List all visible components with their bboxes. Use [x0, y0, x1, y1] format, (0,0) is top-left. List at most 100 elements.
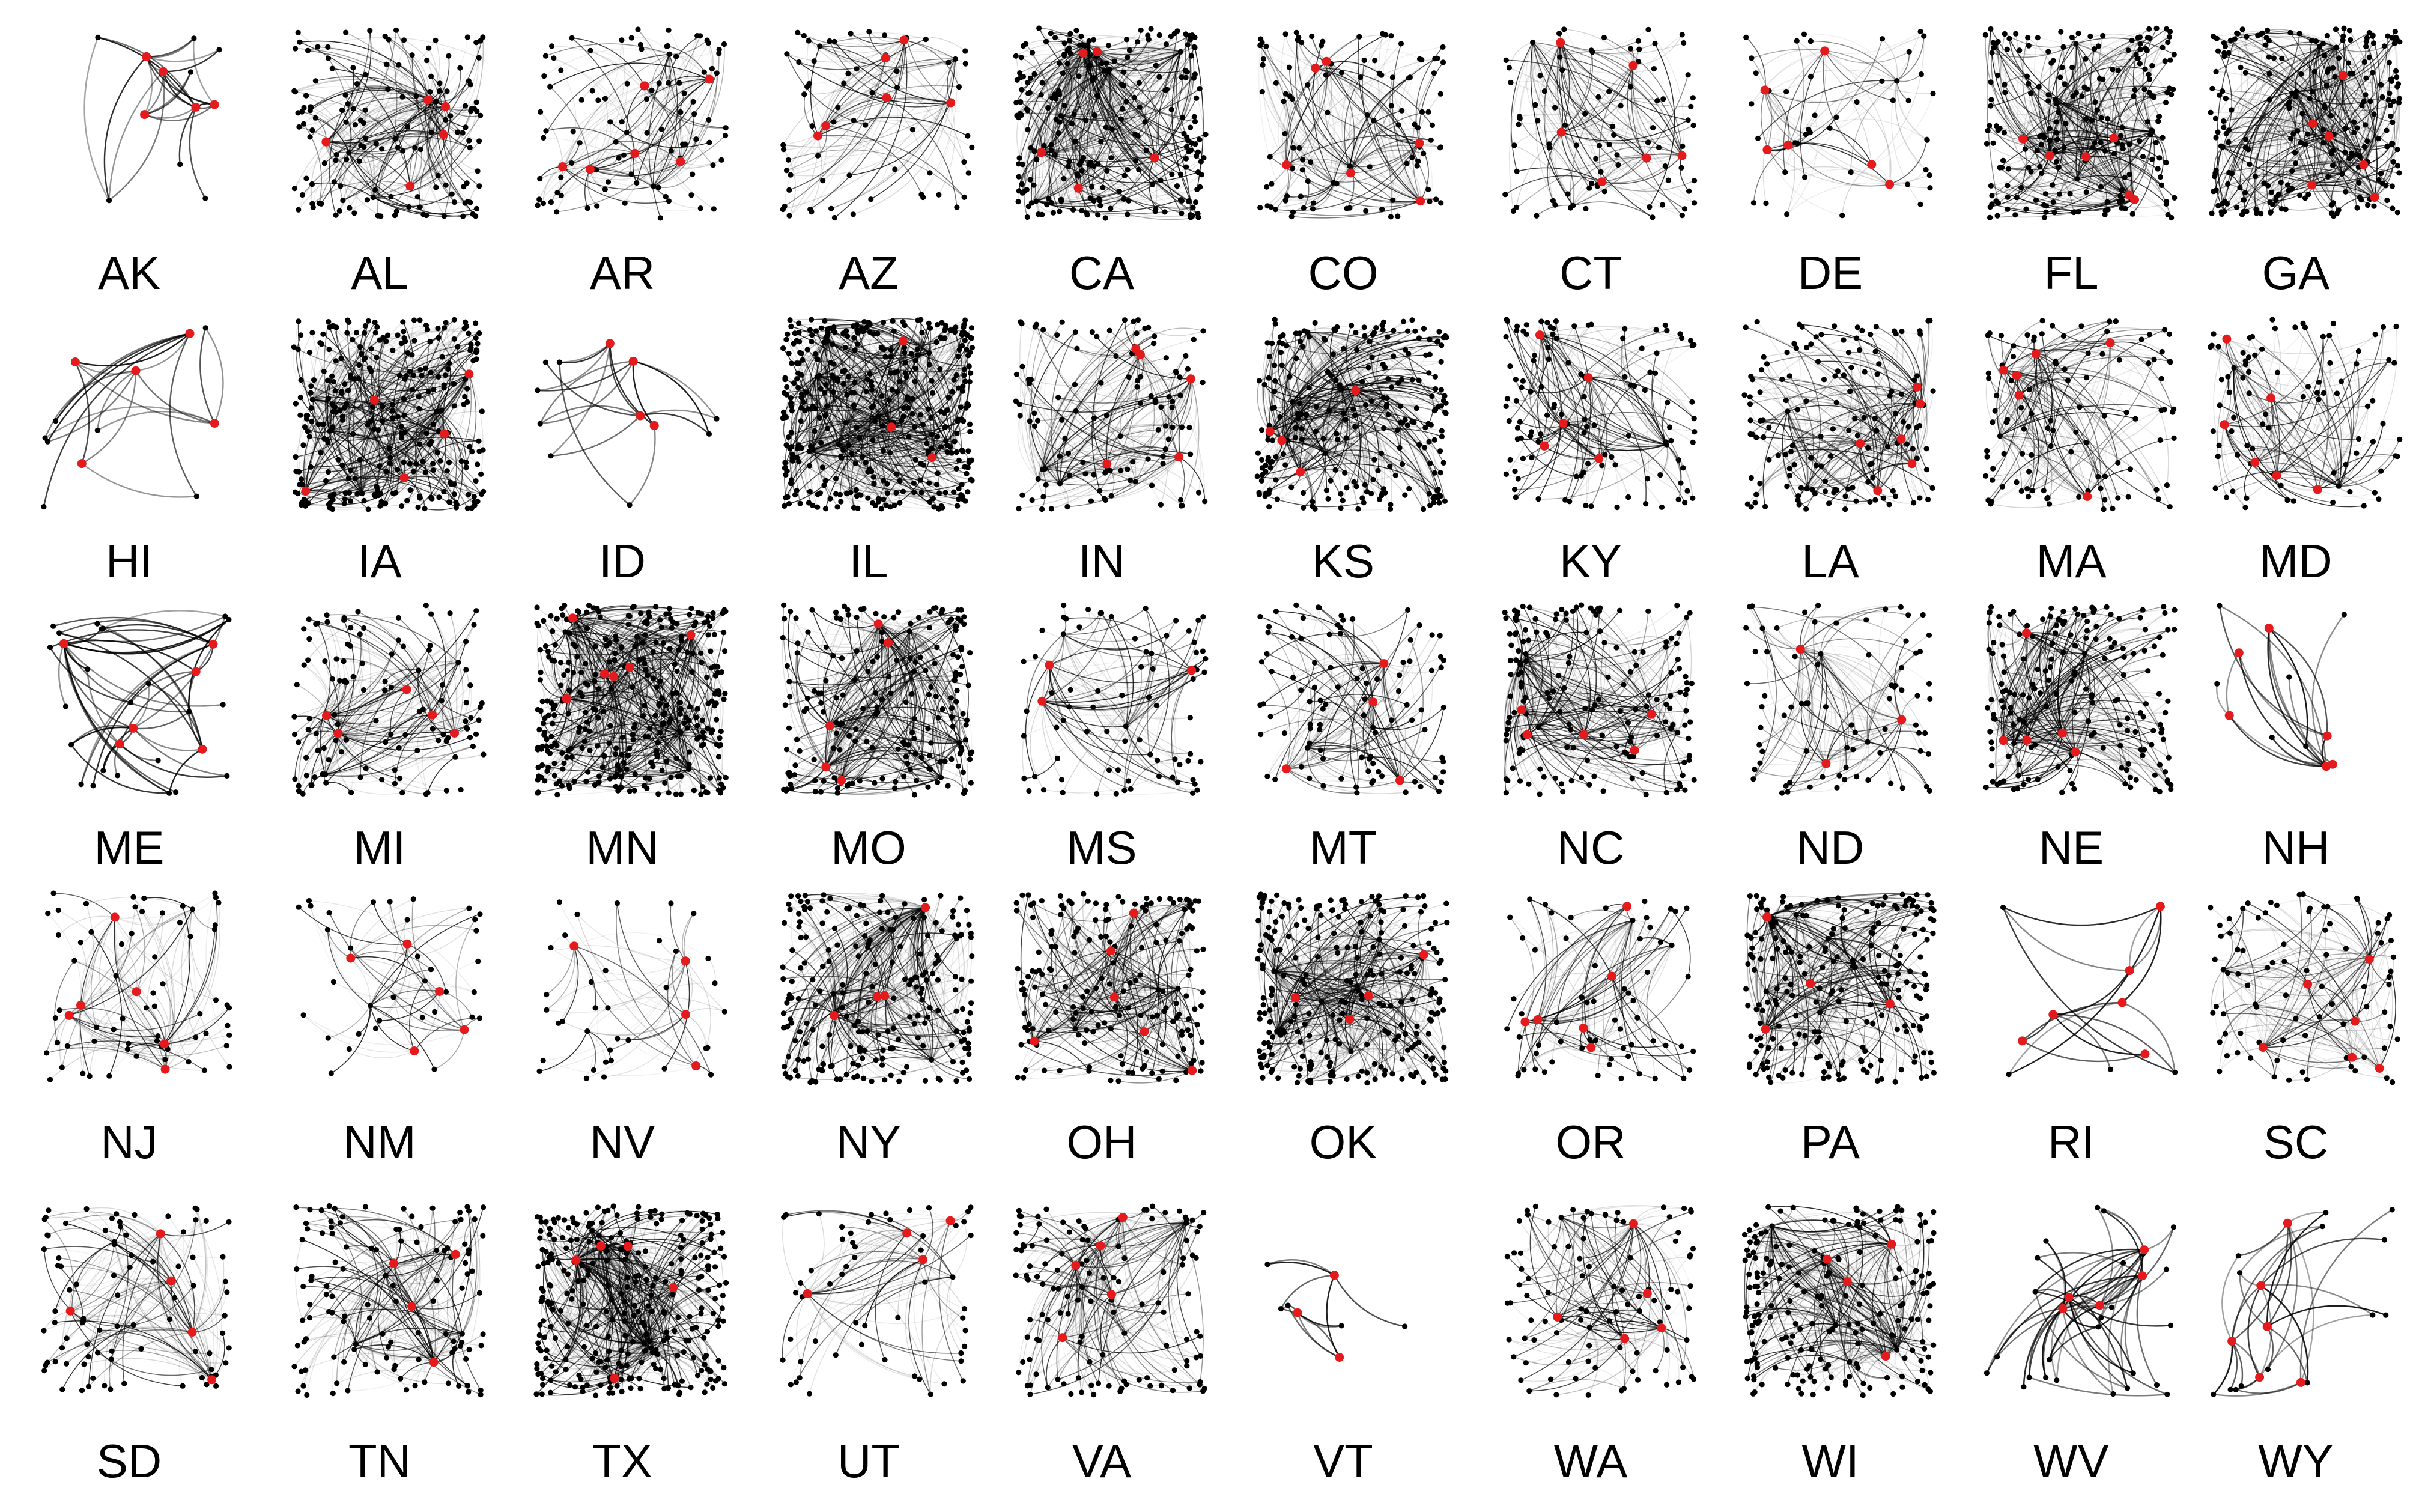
node — [2297, 192, 2303, 198]
edge — [193, 38, 216, 105]
node — [2238, 64, 2244, 70]
node — [1179, 210, 1185, 216]
node — [2242, 190, 2248, 196]
node — [442, 372, 448, 378]
highlighted-node — [185, 329, 195, 338]
node — [2284, 182, 2291, 188]
node — [682, 141, 688, 147]
node — [2359, 102, 2365, 109]
node — [961, 159, 967, 165]
node — [2137, 138, 2143, 144]
node — [2396, 96, 2403, 102]
node — [1583, 205, 1589, 211]
node — [2390, 205, 2396, 211]
node — [1440, 44, 1446, 50]
network-panel-al: AL — [291, 27, 486, 299]
node — [320, 331, 326, 337]
node — [364, 197, 371, 203]
node — [303, 413, 309, 419]
node — [811, 58, 817, 64]
node — [41, 503, 47, 510]
node — [2389, 141, 2395, 147]
node — [2163, 160, 2169, 166]
node — [1044, 202, 1050, 208]
node — [2287, 29, 2293, 36]
node — [1985, 127, 1991, 133]
node — [464, 34, 470, 40]
edge — [144, 71, 192, 115]
node — [1046, 196, 1052, 202]
node — [2129, 37, 2135, 43]
node — [1399, 108, 1405, 114]
node — [694, 33, 700, 39]
node — [2229, 171, 2235, 177]
node — [2162, 58, 2168, 64]
node — [339, 463, 345, 469]
node — [2212, 115, 2219, 121]
node — [658, 126, 664, 132]
node — [2167, 29, 2173, 35]
node — [1024, 106, 1030, 112]
node — [409, 387, 416, 393]
node — [1052, 35, 1058, 41]
node — [344, 156, 350, 162]
node — [613, 139, 619, 145]
node — [2004, 46, 2010, 52]
node — [1923, 166, 1929, 173]
node — [637, 41, 643, 48]
node — [326, 319, 332, 325]
node — [1662, 163, 1668, 169]
node — [1192, 44, 1198, 50]
node — [478, 471, 484, 478]
node — [2298, 139, 2304, 145]
node — [1091, 198, 1097, 204]
highlighted-node — [1762, 145, 1772, 154]
node — [357, 344, 363, 350]
edge — [103, 56, 147, 201]
node — [863, 122, 869, 128]
node — [396, 62, 402, 68]
node — [401, 460, 407, 466]
node — [1102, 68, 1108, 74]
edge — [312, 182, 374, 198]
node — [1079, 168, 1085, 174]
node — [2000, 157, 2006, 163]
node — [451, 381, 457, 387]
node — [413, 461, 419, 467]
node — [2092, 99, 2098, 105]
node — [333, 409, 339, 415]
node — [2356, 180, 2362, 186]
edge — [409, 106, 446, 187]
node — [1993, 123, 1999, 129]
edge — [410, 115, 451, 187]
node — [1989, 50, 1995, 56]
node — [309, 201, 315, 207]
node — [395, 332, 401, 338]
node — [2289, 168, 2295, 174]
node — [1906, 49, 1912, 55]
node — [1031, 148, 1037, 154]
edge — [651, 53, 670, 91]
node — [362, 355, 368, 361]
node — [2133, 52, 2139, 58]
node — [1437, 91, 1443, 97]
edge — [445, 106, 479, 142]
node — [1627, 46, 1634, 52]
node — [956, 83, 962, 90]
node — [1988, 97, 1994, 103]
node — [1650, 125, 1656, 131]
node — [1300, 157, 1306, 163]
highlighted-node — [1783, 140, 1793, 150]
node — [2354, 205, 2360, 211]
node — [1323, 72, 1329, 78]
highlighted-node — [1282, 160, 1291, 169]
node — [1098, 138, 1104, 145]
node — [1433, 196, 1439, 202]
edge — [189, 107, 206, 199]
node — [1050, 210, 1056, 216]
node — [1568, 205, 1574, 211]
node — [1183, 156, 1189, 162]
edge — [335, 150, 404, 216]
edge — [572, 37, 645, 87]
